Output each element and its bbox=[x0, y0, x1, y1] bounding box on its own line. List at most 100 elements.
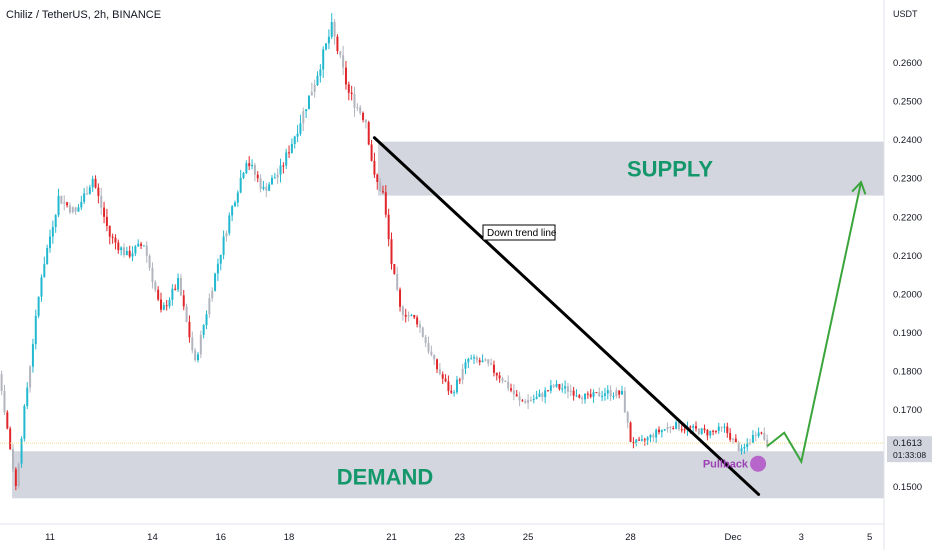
candle-body-213 bbox=[586, 393, 589, 395]
candle-body-158 bbox=[430, 351, 433, 355]
candle-body-37 bbox=[85, 193, 88, 195]
last-price-value: 0.1613 bbox=[893, 438, 922, 449]
candle-body-128 bbox=[344, 67, 347, 85]
candle-body-271 bbox=[751, 435, 754, 443]
y-tick-7: 0.1900 bbox=[893, 328, 922, 339]
candle-body-261 bbox=[723, 426, 726, 428]
candle-body-49 bbox=[120, 247, 123, 251]
supply-label: SUPPLY bbox=[627, 157, 713, 182]
candle-body-129 bbox=[347, 84, 350, 93]
y-tick-0: 0.2600 bbox=[893, 58, 922, 69]
candle-body-253 bbox=[700, 428, 703, 435]
candle-body-195 bbox=[535, 396, 538, 399]
candle-body-103 bbox=[273, 177, 276, 179]
candle-body-186 bbox=[510, 388, 513, 391]
candle-body-172 bbox=[470, 358, 473, 360]
candle-body-68 bbox=[174, 288, 177, 290]
candle-body-78 bbox=[202, 325, 205, 335]
candle-body-197 bbox=[541, 393, 544, 398]
y-tick-5: 0.2100 bbox=[893, 251, 922, 262]
candle-body-100 bbox=[265, 186, 268, 191]
candle-body-46 bbox=[111, 236, 114, 238]
candle-body-223 bbox=[615, 390, 618, 397]
candle-body-28 bbox=[60, 195, 63, 204]
candle-body-161 bbox=[438, 369, 441, 375]
candle-body-217 bbox=[598, 392, 601, 397]
candle-body-125 bbox=[336, 36, 339, 52]
candle-body-110 bbox=[293, 136, 296, 144]
candle-body-182 bbox=[498, 375, 501, 379]
candle-body-221 bbox=[609, 390, 612, 397]
candle-body-235 bbox=[649, 434, 652, 438]
y-tick-1: 0.2500 bbox=[893, 97, 922, 108]
candle-body-176 bbox=[481, 360, 484, 363]
candle-body-154 bbox=[418, 324, 421, 328]
candle-body-229 bbox=[632, 441, 635, 444]
candle-body-173 bbox=[473, 357, 476, 359]
candle-body-10 bbox=[9, 428, 12, 450]
candle-body-70 bbox=[179, 278, 182, 296]
candle-body-166 bbox=[453, 392, 456, 394]
zone-supply bbox=[378, 141, 884, 196]
candle-body-201 bbox=[552, 385, 555, 387]
candles-layer bbox=[0, 13, 769, 491]
candle-body-58 bbox=[145, 245, 148, 256]
candle-body-254 bbox=[703, 428, 706, 431]
candle-body-191 bbox=[524, 401, 527, 403]
candle-body-33 bbox=[74, 207, 77, 212]
candle-body-8 bbox=[3, 390, 6, 413]
candle-body-238 bbox=[658, 429, 661, 433]
trendline-label-box bbox=[482, 224, 556, 241]
candle-body-276 bbox=[766, 439, 769, 446]
candle-body-264 bbox=[732, 438, 734, 440]
candle-body-168 bbox=[458, 379, 461, 381]
pullback-marker bbox=[750, 455, 767, 472]
projection-arrow-head bbox=[851, 180, 867, 195]
candle-body-149 bbox=[404, 314, 407, 317]
candle-body-97 bbox=[256, 174, 259, 179]
candle-body-210 bbox=[578, 395, 581, 398]
candle-body-147 bbox=[399, 289, 402, 307]
candle-body-26 bbox=[54, 215, 57, 228]
candle-body-174 bbox=[475, 357, 478, 361]
candle-body-101 bbox=[268, 184, 271, 191]
candle-body-272 bbox=[754, 435, 757, 437]
candle-body-98 bbox=[259, 178, 262, 189]
candle-body-146 bbox=[396, 273, 399, 290]
candle-body-162 bbox=[441, 374, 444, 379]
candle-body-262 bbox=[726, 426, 729, 434]
candle-body-171 bbox=[467, 358, 470, 363]
candle-body-45 bbox=[108, 225, 111, 237]
candle-body-20 bbox=[37, 296, 40, 316]
candle-body-41 bbox=[97, 187, 100, 196]
candle-body-268 bbox=[743, 447, 746, 449]
candle-body-95 bbox=[251, 165, 254, 167]
candle-body-193 bbox=[529, 399, 532, 401]
candle-body-106 bbox=[282, 165, 285, 167]
projection-arrow bbox=[766, 181, 863, 465]
candle-body-212 bbox=[584, 393, 587, 400]
candle-body-53 bbox=[131, 253, 134, 257]
candle-body-93 bbox=[245, 163, 248, 174]
candle-body-51 bbox=[125, 250, 128, 256]
candle-body-143 bbox=[387, 214, 390, 240]
candle-body-64 bbox=[162, 305, 165, 310]
candle-body-252 bbox=[697, 428, 700, 435]
candle-body-99 bbox=[262, 186, 265, 189]
candle-body-83 bbox=[216, 263, 219, 274]
candle-body-135 bbox=[364, 119, 367, 123]
candle-body-216 bbox=[595, 392, 598, 394]
candle-body-189 bbox=[518, 396, 521, 401]
candle-body-12 bbox=[14, 469, 17, 487]
candle-body-132 bbox=[356, 107, 359, 109]
candle-body-55 bbox=[137, 243, 140, 247]
candle-body-112 bbox=[299, 123, 302, 134]
candle-body-144 bbox=[390, 239, 393, 265]
candle-body-138 bbox=[373, 160, 376, 175]
candle-body-236 bbox=[652, 434, 655, 438]
candle-body-170 bbox=[464, 362, 467, 369]
candle-body-206 bbox=[566, 386, 569, 392]
candle-body-249 bbox=[689, 426, 692, 428]
candle-body-17 bbox=[29, 366, 32, 388]
